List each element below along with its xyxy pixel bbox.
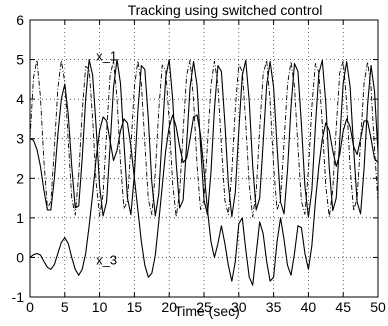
series-group [29,59,379,286]
y-tick-label: 3 [16,131,24,147]
x-tick-label: 45 [335,299,351,315]
x-tick-label: 50 [370,299,386,315]
y-tick-label: 0 [16,249,24,265]
axis-ticks [29,19,379,298]
y-tick-label: 4 [16,91,24,107]
x-tick-label: 0 [26,299,34,315]
x-tick-label: 5 [61,299,69,315]
x-tick-label: 20 [161,299,177,315]
y-tick-label: 5 [16,52,24,68]
y-tick-label: 1 [16,210,24,226]
x-axis-title: Time (sec) [174,303,240,319]
x-tick-label: 10 [92,299,108,315]
annotations: x_1 x_3 [96,49,117,268]
y-tick-label: 6 [16,12,24,28]
annotation-label: x_1 [96,49,117,64]
x-tick-label: 15 [127,299,143,315]
x-tick-label: 40 [301,299,317,315]
x-tick-label: 30 [231,299,247,315]
chart-title: Tracking using switched control [128,2,323,18]
y-tick-label: 2 [16,170,24,186]
x-tick-label: 35 [266,299,282,315]
annotation-label: x_3 [96,252,117,267]
x-tick-label: 25 [196,299,212,315]
y-tick-label: -1 [12,289,25,305]
series-line-3 [29,114,379,286]
series-line-2 [29,59,379,218]
